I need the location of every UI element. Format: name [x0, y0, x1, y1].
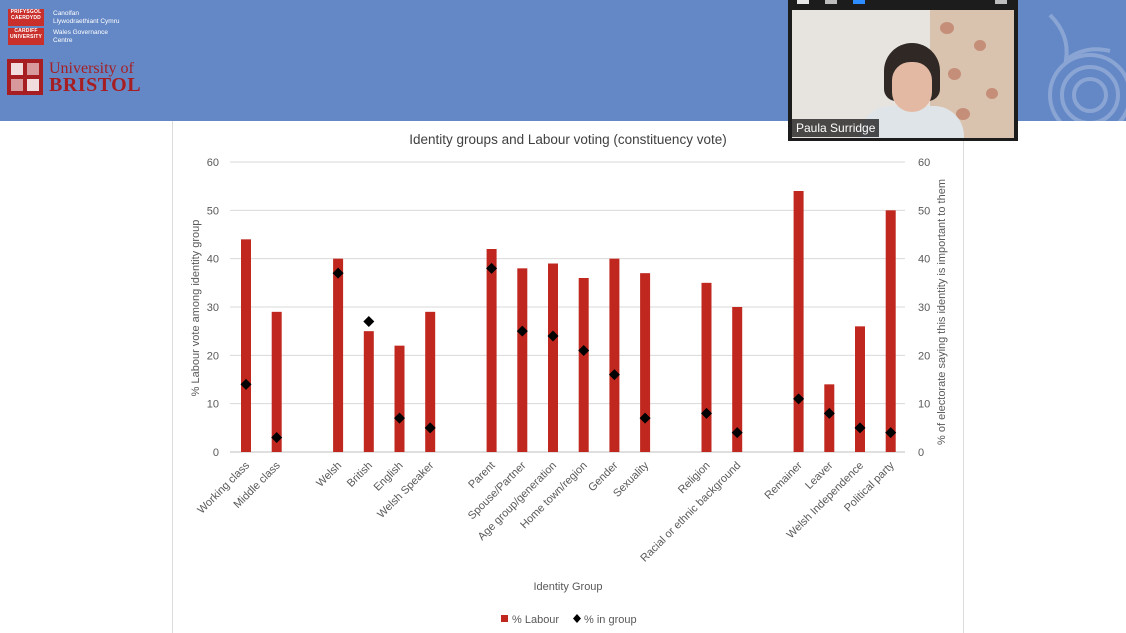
marker [547, 330, 559, 342]
marker [424, 422, 436, 434]
bar-series [241, 191, 896, 452]
y2-tick-label: 50 [918, 205, 930, 217]
crest-text: CARDIFF [14, 28, 38, 34]
right-axis-ticks: 0 10 20 30 40 50 60 [918, 157, 930, 459]
bristol-crest-icon [7, 59, 43, 95]
participant-name: Paula Surridge [792, 119, 880, 137]
y2-tick-label: 60 [918, 157, 930, 169]
wgc-text: Canolfan [53, 10, 80, 17]
y-tick-label: 40 [207, 254, 219, 266]
legend-label-ingroup: % in group [584, 614, 637, 626]
marker [793, 393, 805, 405]
bar [578, 278, 589, 452]
y2-tick-label: 30 [918, 302, 930, 314]
y-tick-label: 30 [207, 302, 219, 314]
marker [578, 345, 590, 356]
marker [240, 378, 252, 390]
cardiff-crest: CARDIFF UNIVERSITY [8, 28, 44, 45]
marker [639, 412, 651, 424]
marker [885, 427, 897, 439]
x-tick-label: Welsh Speaker [375, 459, 436, 520]
y2-axis-label: % of electorate saying this identity is … [936, 179, 948, 445]
y-tick-label: 0 [213, 447, 219, 459]
marker [608, 369, 620, 381]
marker [854, 422, 866, 434]
x-tick-label: Welsh [314, 460, 344, 490]
y2-tick-label: 20 [918, 350, 930, 362]
bar [548, 263, 558, 452]
wgc-name: Canolfan Llywodraethiant Cymru Wales Gov… [53, 10, 143, 44]
y-tick-label: 20 [207, 350, 219, 362]
y-axis-label: % Labour vote among identity group [190, 220, 202, 397]
marker [363, 316, 375, 327]
wgc-text: Wales Governance [53, 29, 109, 36]
bristol-line2: BRISTOL [49, 74, 142, 96]
y-tick-label: 60 [207, 157, 219, 169]
slide-canvas [172, 121, 964, 633]
left-axis-ticks: 0 10 20 30 40 50 60 [207, 157, 219, 459]
bar [486, 249, 497, 452]
y-tick-label: 50 [207, 205, 219, 217]
marker [516, 325, 528, 337]
x-tick-label: Working class [195, 459, 252, 516]
crest-text: CAERDYDD [11, 14, 41, 21]
cardiff-crest: PRIFYSGOL CAERDYDD [8, 9, 44, 26]
x-tick-label: Remainer [763, 459, 805, 501]
marker [332, 267, 344, 279]
bar [333, 258, 344, 452]
marker [701, 407, 712, 419]
wgc-text: Centre [53, 36, 73, 44]
marker [731, 427, 743, 439]
bar [271, 311, 282, 452]
video-tile[interactable]: Paula Surridge [788, 0, 1018, 141]
y-tick-label: 10 [207, 399, 219, 411]
bristol-wordmark: University of BRISTOL [49, 60, 142, 96]
bar [701, 282, 712, 452]
legend-swatch-labour [501, 615, 508, 622]
tile-control[interactable] [853, 0, 865, 4]
bar [363, 331, 374, 452]
crest-text: UNIVERSITY [9, 33, 42, 40]
tile-control[interactable] [825, 0, 837, 4]
bar [793, 191, 804, 452]
marker [271, 432, 283, 443]
bar [885, 210, 896, 452]
participant-video [792, 10, 1014, 138]
wgc-text: Llywodraethiant Cymru [53, 17, 120, 25]
bristol-line1: University of [49, 60, 134, 77]
dragon-watermark-icon [1048, 13, 1126, 121]
person-face [892, 62, 932, 112]
y2-tick-label: 40 [918, 254, 930, 266]
bar [609, 258, 620, 452]
legend-marker-ingroup [573, 614, 581, 623]
marker [823, 407, 835, 419]
wales-governance-centre-logo: PRIFYSGOL CAERDYDD CARDIFF UNIVERSITY Ca… [8, 9, 143, 45]
bar [394, 345, 405, 452]
university-of-bristol-logo: University of BRISTOL [7, 59, 141, 95]
grid-lines [230, 161, 905, 453]
bar [732, 307, 743, 452]
legend-label-labour: % Labour [512, 614, 559, 626]
tile-control[interactable] [995, 0, 1007, 4]
bar [241, 239, 251, 452]
bar [640, 273, 651, 452]
chart-title: Identity groups and Labour voting (const… [409, 132, 726, 147]
tile-control[interactable] [797, 0, 809, 4]
bar [425, 311, 436, 452]
crest-text: PRIFYSGOL [10, 9, 42, 15]
x-axis-label: Identity Group [533, 581, 602, 593]
marker-series [240, 262, 897, 443]
marker [394, 412, 405, 424]
marker [486, 262, 498, 274]
bar [855, 326, 865, 452]
legend: % Labour % in group [501, 614, 637, 626]
bar [517, 268, 528, 452]
y2-tick-label: 10 [918, 399, 930, 411]
y2-tick-label: 0 [918, 447, 924, 459]
